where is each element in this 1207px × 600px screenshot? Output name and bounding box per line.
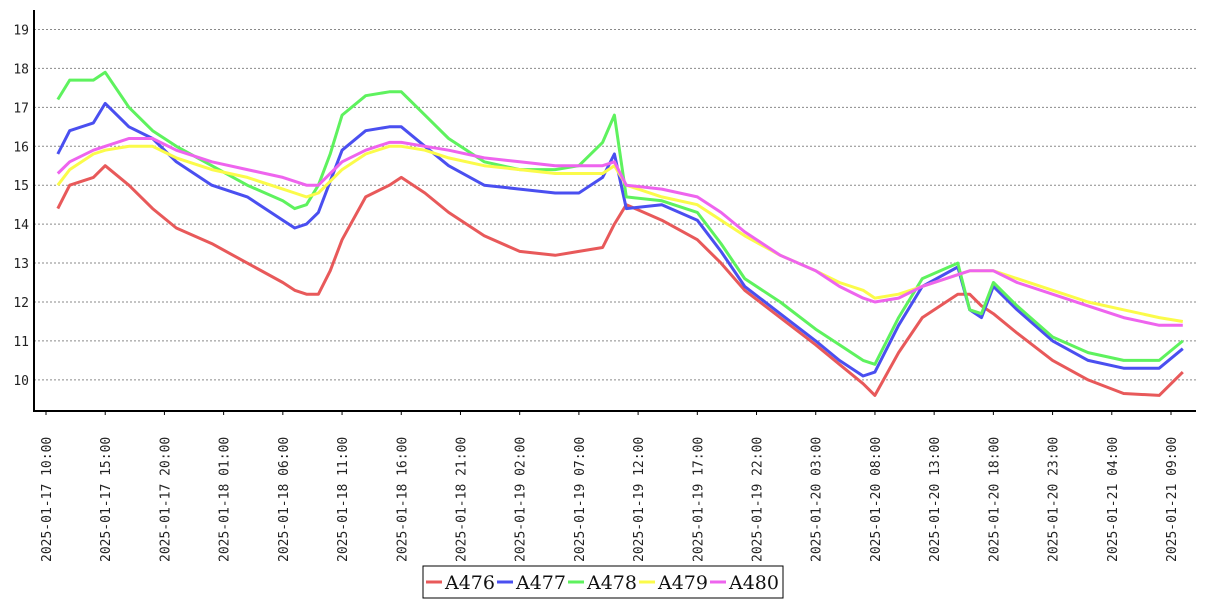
y-tick-label: 18 — [13, 62, 29, 77]
x-axis-ticks: 2025-01-17 10:00 2025-01-17 15:00 2025-01-… — [40, 411, 1180, 562]
y-tick-label: 17 — [13, 101, 29, 116]
y-tick-label: 13 — [13, 257, 29, 272]
y-axis-ticks: 10 11 12 13 14 15 16 17 18 19 — [13, 23, 29, 388]
legend-label-a478: A478 — [586, 572, 637, 594]
x-tick-label: 2025-01-17 15:00 — [99, 437, 114, 562]
x-tick-label: 2025-01-19 22:00 — [751, 437, 766, 562]
x-tick-label: 2025-01-20 03:00 — [810, 437, 825, 562]
series-line-a477 — [56, 101, 1184, 378]
x-tick-label: 2025-01-17 20:00 — [158, 437, 173, 562]
x-tick-label: 2025-01-19 17:00 — [691, 437, 706, 562]
x-tick-label: 2025-01-17 10:00 — [40, 437, 55, 562]
y-tick-label: 15 — [13, 179, 29, 194]
x-tick-label: 2025-01-20 23:00 — [1047, 437, 1062, 562]
x-tick-label: 2025-01-18 16:00 — [395, 437, 410, 562]
x-tick-label: 2025-01-19 07:00 — [573, 437, 588, 562]
y-tick-label: 14 — [13, 218, 29, 233]
y-tick-label: 16 — [13, 140, 29, 155]
x-tick-label: 2025-01-19 12:00 — [632, 437, 647, 562]
x-tick-label: 2025-01-21 09:00 — [1165, 437, 1180, 562]
series-line-a480 — [56, 137, 1183, 327]
x-tick-label: 2025-01-18 06:00 — [277, 437, 292, 562]
x-tick-label: 2025-01-20 18:00 — [987, 437, 1002, 562]
legend-label-a480: A480 — [728, 572, 779, 594]
series-line-a478 — [56, 70, 1184, 366]
series-lines — [56, 70, 1184, 397]
legend-label-a476: A476 — [444, 572, 495, 594]
x-tick-label: 2025-01-19 02:00 — [514, 437, 529, 562]
grid-lines — [34, 28, 1196, 381]
legend: A476 A477 A478 A479 A480 — [422, 565, 784, 599]
x-tick-label: 2025-01-18 21:00 — [454, 437, 469, 562]
legend-label-a477: A477 — [515, 572, 566, 594]
x-tick-label: 2025-01-20 08:00 — [869, 437, 884, 562]
legend-label-a479: A479 — [657, 572, 708, 594]
x-tick-label: 2025-01-20 13:00 — [928, 437, 943, 562]
x-tick-label: 2025-01-18 11:00 — [336, 437, 351, 562]
y-tick-label: 11 — [13, 335, 29, 350]
y-tick-label: 19 — [13, 23, 29, 38]
x-tick-label: 2025-01-18 01:00 — [218, 437, 233, 562]
y-tick-label: 10 — [13, 374, 29, 389]
y-tick-label: 12 — [13, 296, 29, 311]
series-line-a476 — [56, 164, 1184, 397]
x-tick-label: 2025-01-21 04:00 — [1106, 437, 1121, 562]
